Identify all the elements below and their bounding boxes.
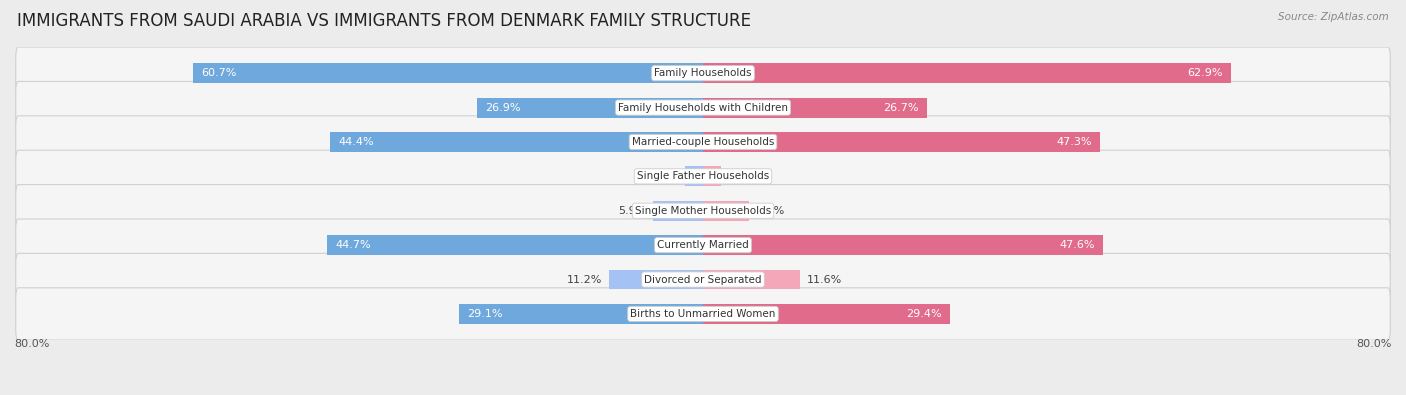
Text: 44.7%: 44.7% bbox=[336, 240, 371, 250]
Bar bbox=[703, 63, 1232, 83]
Text: 2.1%: 2.1% bbox=[727, 171, 756, 181]
Bar bbox=[703, 166, 721, 186]
Text: Married-couple Households: Married-couple Households bbox=[631, 137, 775, 147]
Text: 11.6%: 11.6% bbox=[807, 275, 842, 284]
FancyBboxPatch shape bbox=[15, 219, 1391, 271]
Bar bbox=[703, 304, 950, 324]
Legend: Immigrants from Saudi Arabia, Immigrants from Denmark: Immigrants from Saudi Arabia, Immigrants… bbox=[503, 393, 903, 395]
Bar bbox=[703, 269, 800, 290]
Text: 80.0%: 80.0% bbox=[14, 339, 49, 349]
Text: 47.6%: 47.6% bbox=[1059, 240, 1094, 250]
Bar bbox=[703, 201, 749, 221]
Text: 2.1%: 2.1% bbox=[650, 171, 679, 181]
Text: 62.9%: 62.9% bbox=[1188, 68, 1223, 78]
Bar bbox=[330, 132, 703, 152]
Bar bbox=[703, 98, 928, 118]
Text: 80.0%: 80.0% bbox=[1357, 339, 1392, 349]
FancyBboxPatch shape bbox=[15, 184, 1391, 237]
Bar bbox=[703, 235, 1102, 255]
FancyBboxPatch shape bbox=[15, 253, 1391, 306]
Text: 5.9%: 5.9% bbox=[619, 206, 647, 216]
Bar bbox=[703, 132, 1101, 152]
FancyBboxPatch shape bbox=[15, 116, 1391, 168]
FancyBboxPatch shape bbox=[15, 47, 1391, 99]
Text: Single Mother Households: Single Mother Households bbox=[636, 206, 770, 216]
Text: 5.5%: 5.5% bbox=[756, 206, 785, 216]
Text: 44.4%: 44.4% bbox=[339, 137, 374, 147]
Text: 11.2%: 11.2% bbox=[567, 275, 602, 284]
Text: 26.9%: 26.9% bbox=[485, 103, 520, 113]
FancyBboxPatch shape bbox=[15, 150, 1391, 203]
Text: Family Households with Children: Family Households with Children bbox=[619, 103, 787, 113]
Text: 29.1%: 29.1% bbox=[467, 309, 502, 319]
Text: Source: ZipAtlas.com: Source: ZipAtlas.com bbox=[1278, 12, 1389, 22]
Bar bbox=[458, 304, 703, 324]
FancyBboxPatch shape bbox=[15, 81, 1391, 134]
Bar bbox=[193, 63, 703, 83]
Text: Currently Married: Currently Married bbox=[657, 240, 749, 250]
Text: Divorced or Separated: Divorced or Separated bbox=[644, 275, 762, 284]
FancyBboxPatch shape bbox=[15, 288, 1391, 340]
Text: Single Father Households: Single Father Households bbox=[637, 171, 769, 181]
Text: 47.3%: 47.3% bbox=[1056, 137, 1092, 147]
Text: Births to Unmarried Women: Births to Unmarried Women bbox=[630, 309, 776, 319]
Text: 29.4%: 29.4% bbox=[905, 309, 942, 319]
Text: 26.7%: 26.7% bbox=[883, 103, 920, 113]
Text: IMMIGRANTS FROM SAUDI ARABIA VS IMMIGRANTS FROM DENMARK FAMILY STRUCTURE: IMMIGRANTS FROM SAUDI ARABIA VS IMMIGRAN… bbox=[17, 12, 751, 30]
Bar bbox=[654, 201, 703, 221]
Bar bbox=[685, 166, 703, 186]
Bar bbox=[609, 269, 703, 290]
Text: 60.7%: 60.7% bbox=[201, 68, 236, 78]
Bar bbox=[477, 98, 703, 118]
Bar bbox=[328, 235, 703, 255]
Text: Family Households: Family Households bbox=[654, 68, 752, 78]
